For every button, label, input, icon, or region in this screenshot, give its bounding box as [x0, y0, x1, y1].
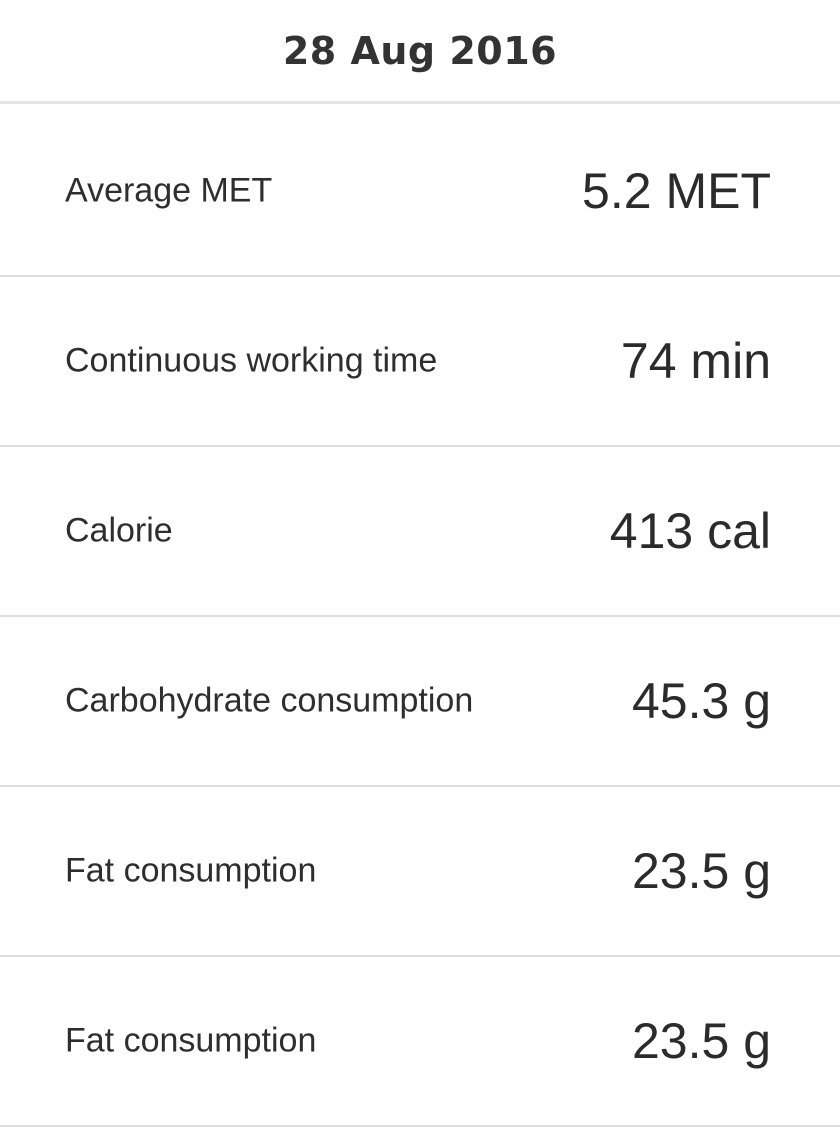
date-header: 28 Aug 2016 [0, 0, 840, 104]
stat-row-calorie: Calorie 413 cal [0, 447, 840, 617]
stat-value: 74 min [620, 333, 771, 389]
stat-label: Calorie [65, 511, 173, 550]
stat-row-carbohydrate-consumption: Carbohydrate consumption 45.3 g [0, 617, 840, 787]
stat-row-fat-consumption-2: Fat consumption 23.5 g [0, 957, 840, 1127]
stats-list: Average MET 5.2 MET Continuous working t… [0, 107, 840, 1127]
stat-value: 5.2 MET [582, 163, 771, 219]
stat-row-continuous-working-time: Continuous working time 74 min [0, 277, 840, 447]
stat-label: Fat consumption [65, 1021, 317, 1060]
stat-label: Average MET [65, 171, 273, 210]
page-title: 28 Aug 2016 [282, 28, 558, 73]
stat-label: Carbohydrate consumption [65, 681, 474, 720]
stat-value: 23.5 g [631, 1013, 771, 1069]
stat-label: Fat consumption [65, 851, 317, 890]
stat-value: 23.5 g [631, 843, 771, 899]
stat-row-average-met: Average MET 5.2 MET [0, 107, 840, 277]
stat-label: Continuous working time [65, 341, 438, 380]
stat-value: 45.3 g [631, 673, 771, 729]
stat-row-fat-consumption: Fat consumption 23.5 g [0, 787, 840, 957]
stat-value: 413 cal [609, 503, 771, 559]
